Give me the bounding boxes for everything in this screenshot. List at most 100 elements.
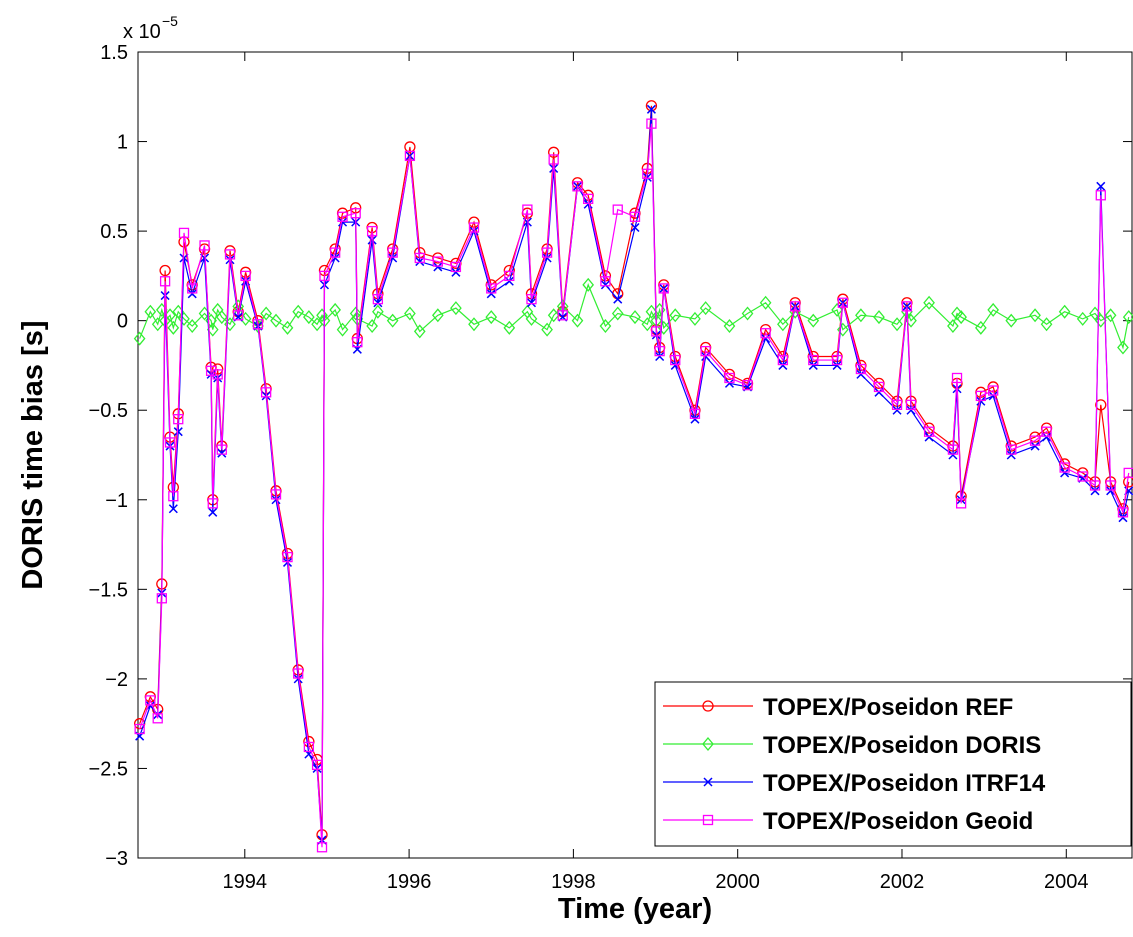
marker <box>468 222 480 233</box>
marker <box>837 297 848 308</box>
marker <box>699 301 712 316</box>
marker <box>629 310 641 325</box>
marker <box>548 146 560 158</box>
marker <box>777 317 789 332</box>
marker <box>187 289 197 299</box>
marker <box>413 324 426 339</box>
y-tick-label: 1 <box>117 132 128 154</box>
marker <box>1105 480 1116 491</box>
marker <box>689 311 701 326</box>
marker <box>207 498 218 509</box>
marker <box>503 320 516 335</box>
marker <box>336 322 349 337</box>
marker <box>186 319 199 334</box>
marker <box>433 262 443 272</box>
marker <box>224 249 236 260</box>
marker <box>261 387 272 398</box>
marker <box>372 304 384 319</box>
x-tick-label: 1998 <box>551 871 596 893</box>
x-tick-label: 2004 <box>1044 871 1089 893</box>
marker <box>199 240 210 251</box>
marker <box>152 713 163 724</box>
marker <box>281 320 294 335</box>
marker <box>319 270 330 282</box>
marker <box>216 444 227 455</box>
marker <box>807 313 820 328</box>
y-multiplier: x 10 <box>123 21 161 43</box>
marker <box>642 168 653 179</box>
marker <box>832 360 842 370</box>
marker <box>404 306 416 321</box>
marker <box>159 264 171 277</box>
legend-label: TOPEX/Poseidon Geoid <box>763 808 1033 835</box>
marker <box>270 313 282 328</box>
marker <box>905 399 917 410</box>
y-multiplier-exponent: −5 <box>162 13 178 29</box>
y-tick-label: −3 <box>105 848 128 870</box>
marker <box>468 317 480 332</box>
marker <box>1095 190 1106 201</box>
marker <box>486 289 496 299</box>
marker <box>311 759 323 771</box>
marker <box>159 276 171 287</box>
marker <box>1123 467 1133 479</box>
series <box>133 277 1133 355</box>
x-tick-label: 1994 <box>223 871 268 893</box>
marker <box>1006 450 1016 460</box>
marker <box>233 310 244 321</box>
marker <box>642 172 652 182</box>
marker <box>179 253 189 263</box>
marker <box>892 405 902 415</box>
marker <box>923 426 935 437</box>
x-tick-label: 2002 <box>880 871 925 893</box>
marker <box>366 225 378 237</box>
marker <box>831 354 843 366</box>
y-tick-label: −0.5 <box>89 400 128 422</box>
marker <box>386 313 399 328</box>
marker <box>583 193 594 205</box>
marker <box>1029 308 1041 323</box>
marker <box>723 319 736 334</box>
marker <box>571 313 584 328</box>
series <box>134 118 1133 853</box>
marker <box>557 310 568 321</box>
marker <box>760 328 771 339</box>
y-tick-label: −2 <box>105 669 128 691</box>
y-tick-label: 0.5 <box>100 221 128 243</box>
marker <box>450 301 462 316</box>
y-tick-label: −1 <box>105 490 128 512</box>
marker <box>541 247 553 258</box>
x-tick-label: 2000 <box>715 871 760 893</box>
marker <box>724 378 735 388</box>
marker <box>948 450 958 460</box>
legend-marker <box>703 777 713 787</box>
marker <box>612 204 623 215</box>
marker <box>611 306 624 321</box>
marker <box>271 495 281 505</box>
marker <box>657 320 670 335</box>
marker <box>855 308 867 323</box>
marker <box>742 379 753 391</box>
marker <box>646 118 657 129</box>
marker <box>808 360 818 370</box>
marker <box>212 363 224 375</box>
marker <box>599 319 612 334</box>
marker <box>431 308 444 323</box>
marker <box>432 256 443 267</box>
marker <box>629 211 641 222</box>
marker <box>252 319 264 330</box>
marker <box>1118 513 1128 523</box>
marker <box>873 381 885 393</box>
marker <box>808 354 819 366</box>
marker <box>1094 313 1107 328</box>
marker <box>303 741 315 753</box>
marker <box>303 310 315 325</box>
marker <box>923 295 935 310</box>
marker <box>167 320 180 335</box>
marker <box>215 310 228 325</box>
marker <box>759 295 772 310</box>
marker <box>134 723 145 735</box>
y-tick-label: −2.5 <box>89 758 128 780</box>
marker <box>486 283 497 294</box>
marker <box>873 310 885 325</box>
